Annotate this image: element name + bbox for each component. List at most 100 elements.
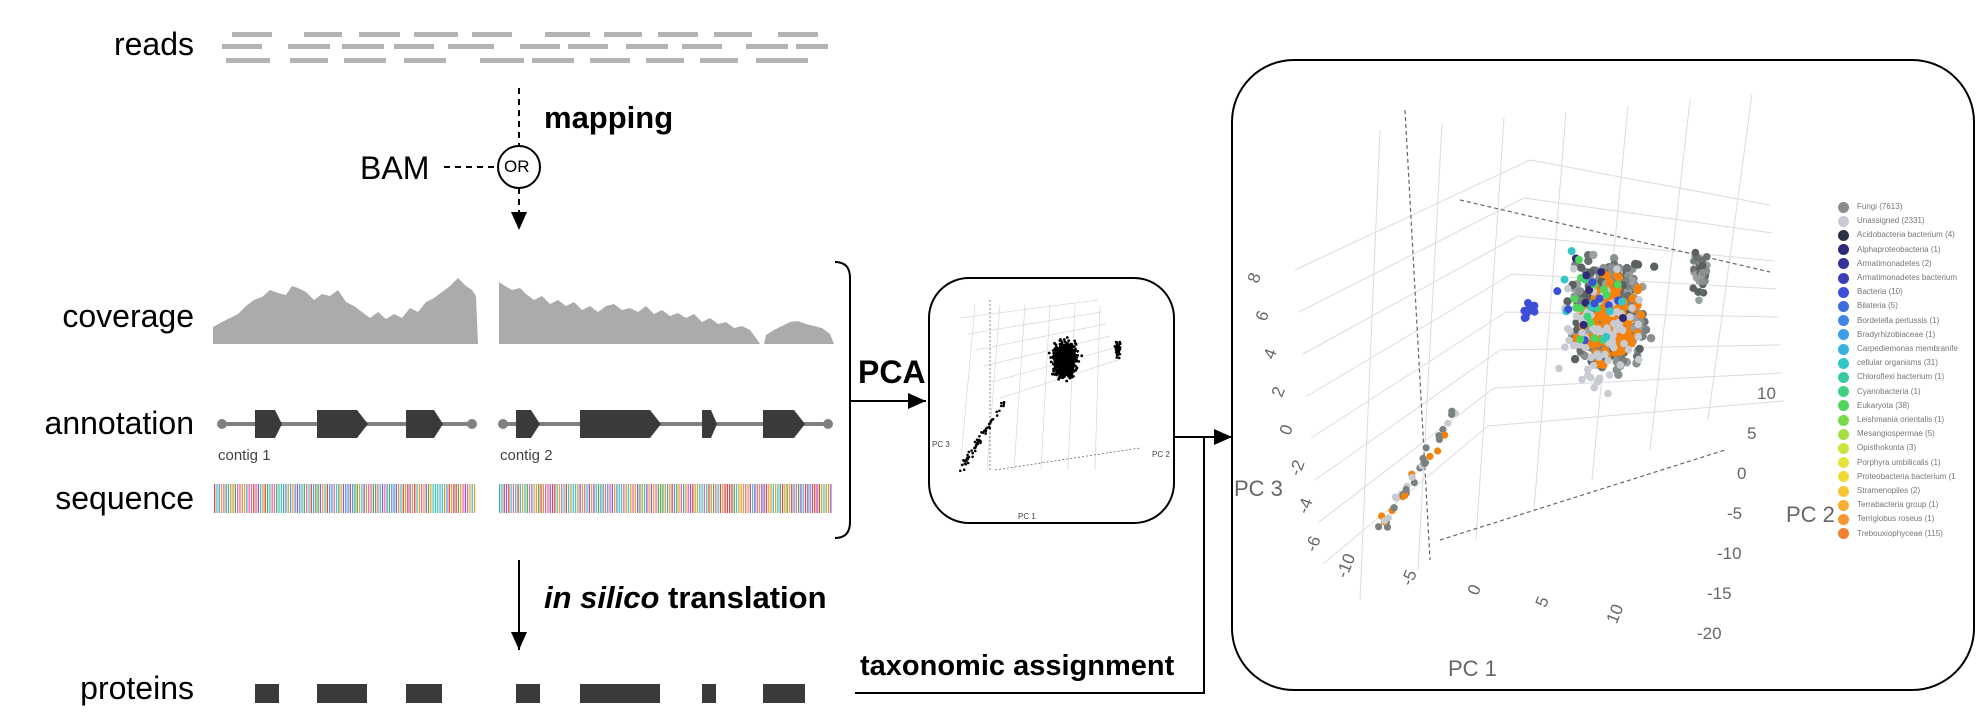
legend-item: Acidobacteria bacterium (4): [1838, 228, 1958, 242]
unassigned-point: [1584, 365, 1592, 374]
sequence-base: [708, 484, 710, 513]
unassigned-point: [1592, 327, 1600, 336]
sequence-base: [648, 484, 650, 513]
sequence-base: [333, 484, 335, 513]
sequence-base: [347, 484, 349, 513]
sequence-base: [232, 484, 234, 513]
big-pc1-label: PC 1: [1448, 656, 1497, 681]
sequence-base: [572, 484, 574, 513]
fungi-point: [1584, 256, 1593, 266]
read-segment: [394, 44, 434, 49]
pca-label: PCA: [858, 354, 926, 390]
legend-dot-icon: [1838, 329, 1849, 341]
unassigned-point: [1565, 336, 1573, 345]
sequence-base: [710, 484, 712, 513]
sequence-base: [296, 484, 299, 513]
sequence-base: [574, 484, 577, 513]
unassigned-point: [1586, 373, 1595, 382]
other-taxon-point: [1576, 335, 1585, 344]
legend-item: Alphaproteobacteria (1): [1838, 243, 1958, 257]
sequence-base: [602, 484, 604, 513]
axis-tick: 10: [1757, 384, 1776, 403]
other-taxon-point: [1582, 271, 1591, 280]
outlier-point: [1434, 447, 1442, 455]
legend-item: Stramenopiles (2): [1838, 484, 1958, 498]
unassigned-point: [1624, 345, 1633, 354]
sequence-base: [770, 484, 772, 513]
sequence-base: [255, 484, 257, 513]
legend-dot-icon: [1838, 286, 1849, 298]
sequence-base: [772, 484, 774, 513]
sequence-base: [535, 484, 538, 513]
unassigned-point: [1613, 265, 1621, 274]
sequence-base: [809, 484, 811, 513]
other-taxon-point: [1604, 301, 1613, 310]
axis-tick: 5: [1747, 424, 1757, 443]
unassigned-point: [1603, 324, 1611, 332]
sequence-base: [340, 484, 342, 513]
unassigned-point: [1635, 355, 1643, 364]
unassigned-point: [1626, 313, 1634, 321]
sequence-base: [391, 484, 393, 513]
sequence-base: [545, 484, 547, 513]
sequence-base: [473, 484, 476, 513]
read-segment: [359, 32, 400, 37]
sequence-base: [308, 484, 310, 513]
unassigned-point: [1616, 361, 1625, 369]
outlier-point: [1422, 444, 1430, 452]
sequence-base: [685, 484, 687, 513]
outlier-point: [1448, 407, 1456, 415]
sequence-base: [740, 484, 742, 513]
sequence-base: [329, 484, 331, 513]
sequence-base: [689, 484, 692, 513]
legend-item: Bordetella pertussis (1): [1838, 314, 1958, 328]
sequence-base: [361, 484, 363, 513]
legend-item: Trebouxiophyceae (115): [1838, 527, 1958, 541]
unassigned-point: [1613, 307, 1621, 316]
sequence-base: [324, 484, 326, 513]
sequence-base: [444, 484, 446, 513]
sequence-base: [745, 484, 747, 513]
sequence-base: [416, 484, 418, 513]
annotation-end-1b: [467, 419, 477, 429]
legend-label: Opisthokonta (3): [1857, 443, 1917, 453]
sequence-base: [223, 484, 225, 513]
sequence-base: [579, 484, 581, 513]
unassigned-point: [1601, 350, 1609, 359]
unassigned-point: [1563, 284, 1572, 293]
other-taxon-point: [1574, 255, 1583, 264]
sequence-base: [421, 484, 423, 513]
read-segment: [700, 58, 738, 63]
fungi-point: [1609, 254, 1619, 263]
sequence-base: [299, 484, 301, 513]
legend-dot-icon: [1838, 414, 1849, 426]
sequence-base: [641, 484, 643, 513]
sequence-base: [593, 484, 595, 513]
sequence-base: [821, 484, 823, 513]
trebouxiophyceae-point: [1628, 294, 1637, 303]
sequence-base: [798, 484, 800, 513]
taxonomic-label: taxonomic assignment: [860, 650, 1175, 682]
legend-dot-icon: [1838, 400, 1849, 412]
fungi-point: [1641, 325, 1651, 334]
unassigned-point: [1634, 332, 1643, 341]
sequence-base: [331, 484, 333, 513]
outlier-point: [1441, 431, 1449, 439]
other-taxon-point: [1585, 286, 1594, 294]
sequence-base: [280, 484, 282, 513]
sequence-base: [761, 484, 763, 513]
big-pc3-label: PC 3: [1234, 476, 1283, 501]
sequence-base: [724, 484, 726, 513]
sequence-base: [795, 484, 797, 513]
sequence-base: [418, 484, 420, 513]
sequence-base: [531, 484, 533, 513]
fungi-point: [1699, 268, 1707, 277]
outlier-point: [1426, 452, 1434, 460]
sequence-base: [779, 484, 781, 513]
trebouxiophyceae-point: [1636, 310, 1646, 319]
other-taxon-point: [1590, 299, 1599, 308]
sequence-base: [216, 484, 218, 513]
unassigned-point: [1578, 329, 1586, 337]
sequence-base: [692, 484, 694, 513]
sequence-base: [423, 484, 425, 513]
